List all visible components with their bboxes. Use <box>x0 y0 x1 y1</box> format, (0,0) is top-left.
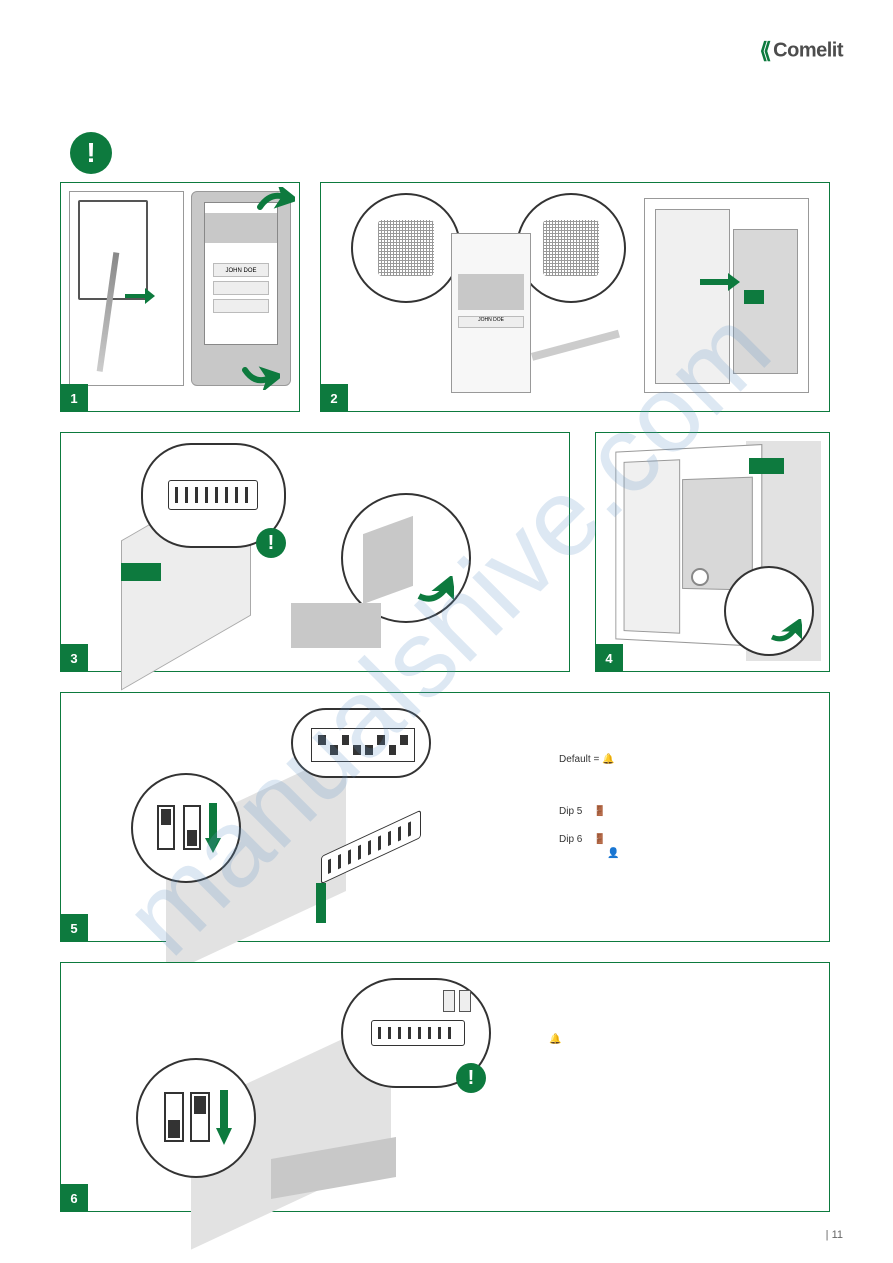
callout-detail <box>351 193 461 303</box>
screwdriver-tip-icon <box>316 883 326 923</box>
callout-switch-pair <box>136 1058 256 1178</box>
step-number-label: 4 <box>605 651 612 666</box>
panel-step-6: ! 🔔 6 <box>60 962 830 1212</box>
step-number-badge: 4 <box>595 644 623 672</box>
config-text-block: Default = 🔔 Dip 5 🚪 Dip 6 🚪 👤 <box>559 753 769 861</box>
step-number-label: 3 <box>70 651 77 666</box>
switch-slot-icon <box>164 1092 184 1142</box>
top-switches-icon <box>443 990 471 1012</box>
brand-logo-mark: ⟪ <box>759 38 771 64</box>
step-number-badge: 5 <box>60 914 88 942</box>
panel-step-3: ! 3 <box>60 432 570 672</box>
panel-step-2: JOHN DOE 2 <box>320 182 830 412</box>
bell-icon: 🔔 <box>549 1033 561 1047</box>
config-line: 👤 <box>559 847 769 861</box>
step-number-badge: 6 <box>60 1184 88 1212</box>
callout-detail <box>516 193 626 303</box>
door-icon: 🚪 <box>593 833 605 847</box>
callout-detail <box>724 566 814 656</box>
dip-switch-icon <box>371 1020 465 1046</box>
step-number-label: 6 <box>70 1191 77 1206</box>
page-number-value: 11 <box>832 1229 843 1241</box>
diagram-backbox <box>655 209 730 384</box>
diagram-backbox <box>624 459 681 633</box>
callout-dip-row <box>291 708 431 778</box>
diagram-device-front: JOHN DOE <box>451 233 531 393</box>
diagram-nameplate: JOHN DOE <box>213 263 269 277</box>
alert-icon: ! <box>456 1063 486 1093</box>
switch-slot-icon <box>157 805 175 850</box>
diagram-frame-inner: JOHN DOE <box>204 202 278 345</box>
diagram-nameplate: JOHN DOE <box>458 316 524 328</box>
step-number-badge: 2 <box>320 384 348 412</box>
green-arrow-down-icon <box>205 803 221 853</box>
diagram-button-row <box>213 281 269 295</box>
alert-icon-label: ! <box>268 532 275 555</box>
config-text-block: 🔔 <box>549 1033 729 1047</box>
diagram-mesh <box>543 220 599 276</box>
diagram-grille-piece <box>291 603 381 648</box>
config-line: Dip 6 🚪 <box>559 833 769 847</box>
brand-logo-text: Comelit <box>773 39 843 61</box>
alert-icon-label: ! <box>86 137 95 169</box>
green-tab-icon <box>749 458 784 474</box>
diagram-screwdriver <box>531 323 631 393</box>
panel-step-4: 4 <box>595 432 830 672</box>
door-icon: 🚪 <box>593 805 605 819</box>
person-icon: 👤 <box>607 847 619 861</box>
panel-step-5: Default = 🔔 Dip 5 🚪 Dip 6 🚪 👤 5 <box>60 692 830 942</box>
lock-ring-icon <box>691 568 709 586</box>
switch-slot-icon <box>183 805 201 850</box>
page-number: | 11 <box>826 1229 843 1241</box>
step-number-label: 5 <box>70 921 77 936</box>
bell-icon: 🔔 <box>602 753 614 767</box>
step-number-label: 1 <box>70 391 77 406</box>
step-number-badge: 3 <box>60 644 88 672</box>
alert-icon: ! <box>70 132 112 174</box>
diagram-housing <box>644 198 809 393</box>
green-arrow-icon <box>240 360 280 390</box>
step-number-badge: 1 <box>60 384 88 412</box>
diagram-module <box>733 229 798 374</box>
step-number-label: 2 <box>330 391 337 406</box>
diagram-grille <box>363 516 413 604</box>
diagram-speaker-grille <box>458 274 524 310</box>
green-tab-icon <box>744 290 764 304</box>
green-arrow-icon <box>255 187 295 217</box>
green-arrow-icon <box>700 269 740 294</box>
switch-slot-icon <box>190 1092 210 1142</box>
diagram-mesh <box>378 220 434 276</box>
green-tab-icon <box>121 563 161 581</box>
green-arrow-icon <box>125 282 155 307</box>
config-line: Default = 🔔 <box>559 753 769 767</box>
diagram-frame-assembly: JOHN DOE <box>191 191 291 386</box>
green-arrow-down-icon <box>216 1090 232 1145</box>
green-arrow-icon <box>414 576 454 606</box>
callout-switch-pair <box>131 773 241 883</box>
config-line: Dip 5 🚪 <box>559 805 769 819</box>
alert-icon: ! <box>256 528 286 558</box>
dip-switch-icon <box>168 480 258 510</box>
panel-step-1: JOHN DOE 1 <box>60 182 300 412</box>
green-arrow-icon <box>767 619 802 644</box>
brand-logo: ⟪Comelit <box>759 38 843 64</box>
alert-icon-label: ! <box>468 1067 475 1090</box>
dip-switch-icon <box>311 728 415 762</box>
diagram-button-row <box>213 299 269 313</box>
diagram-wallplate <box>69 191 184 386</box>
diagram-speaker-grille <box>205 213 277 243</box>
